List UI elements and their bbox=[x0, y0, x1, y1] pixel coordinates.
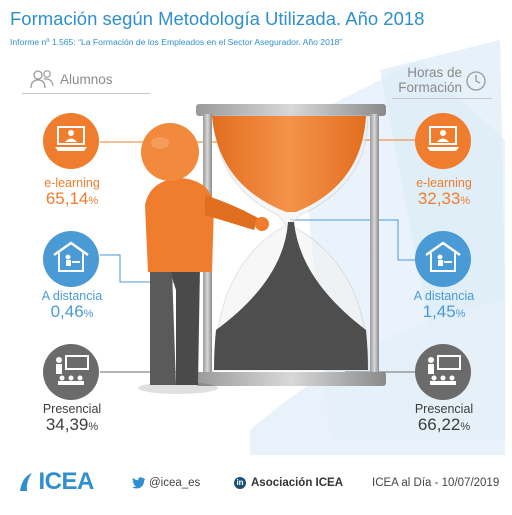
classroom-icon bbox=[424, 354, 462, 391]
laptop-teacher-icon bbox=[426, 125, 460, 158]
right-presencial-circle bbox=[415, 344, 471, 400]
right-elearning-name: e-learning bbox=[416, 176, 472, 190]
left-presencial-label: Presencial 34,39% bbox=[20, 402, 124, 435]
icea-logo-text: ICEA bbox=[38, 468, 94, 495]
right-elearning-circle bbox=[415, 113, 471, 169]
linkedin-name[interactable]: Asociación ICEA bbox=[251, 477, 344, 489]
home-study-icon bbox=[424, 240, 462, 278]
left-elearning-circle bbox=[43, 113, 99, 169]
right-header-line2: Formación bbox=[398, 80, 462, 95]
left-presencial-circle bbox=[43, 344, 99, 400]
left-distancia-label: A distancia 0,46% bbox=[20, 289, 124, 322]
right-presencial-unit: % bbox=[460, 421, 471, 434]
footer-date: ICEA al Día - 10/07/2019 bbox=[372, 477, 500, 489]
laptop-teacher-icon bbox=[54, 125, 88, 158]
left-elearning-label: e-learning 65,14% bbox=[20, 176, 124, 209]
right-presencial-label: Presencial 66,22% bbox=[392, 402, 496, 435]
page-subtitle: Informe nº 1.565: “La Formación de los E… bbox=[10, 37, 343, 47]
linkedin-icon[interactable]: in bbox=[234, 477, 246, 489]
home-study-icon bbox=[52, 240, 90, 278]
right-distancia-unit: % bbox=[455, 308, 466, 321]
right-distancia-label: A distancia 1,45% bbox=[392, 289, 496, 322]
right-header-line1: Horas de bbox=[407, 65, 462, 80]
right-presencial-name: Presencial bbox=[414, 402, 474, 416]
people-icon bbox=[30, 69, 54, 94]
classroom-icon bbox=[52, 354, 90, 391]
twitter-handle[interactable]: @icea_es bbox=[149, 477, 201, 489]
left-presencial-name: Presencial bbox=[42, 402, 102, 416]
left-elearning-name: e-learning bbox=[44, 176, 100, 190]
right-presencial-value: 66,22 bbox=[417, 415, 461, 435]
right-elearning-unit: % bbox=[460, 195, 471, 208]
right-elearning-label: e-learning 32,33% bbox=[392, 176, 496, 209]
left-elearning-unit: % bbox=[88, 195, 99, 208]
left-header-divider bbox=[22, 93, 150, 94]
clock-icon bbox=[465, 70, 487, 97]
right-distancia-name: A distancia bbox=[413, 289, 475, 303]
left-presencial-unit: % bbox=[88, 421, 99, 434]
left-distancia-value: 0,46 bbox=[50, 302, 84, 322]
left-presencial-value: 34,39 bbox=[45, 415, 89, 435]
right-elearning-value: 32,33 bbox=[417, 189, 461, 209]
left-distancia-unit: % bbox=[83, 308, 94, 321]
right-distancia-value: 1,45 bbox=[422, 302, 456, 322]
twitter-icon[interactable] bbox=[132, 476, 146, 494]
left-header: Alumnos bbox=[60, 72, 113, 87]
left-distancia-name: A distancia bbox=[41, 289, 103, 303]
left-elearning-value: 65,14 bbox=[45, 189, 89, 209]
icea-logo[interactable]: ICEA bbox=[18, 468, 94, 496]
left-distancia-circle bbox=[43, 231, 99, 287]
page-title: Formación según Metodología Utilizada. A… bbox=[10, 8, 425, 29]
right-header-divider bbox=[392, 98, 492, 99]
right-distancia-circle bbox=[415, 231, 471, 287]
